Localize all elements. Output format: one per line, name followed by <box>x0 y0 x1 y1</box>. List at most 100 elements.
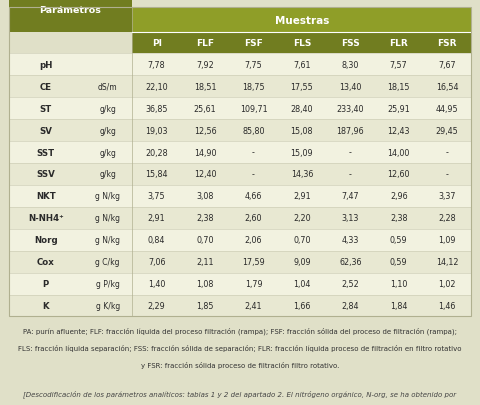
Text: 2,91: 2,91 <box>293 192 311 201</box>
Text: FSS: FSS <box>341 39 360 48</box>
Text: 15,09: 15,09 <box>290 148 313 157</box>
Text: 7,75: 7,75 <box>245 61 263 70</box>
Text: y FSR: fracción sólida proceso de filtración filtro rotativo.: y FSR: fracción sólida proceso de filtra… <box>141 361 339 368</box>
Text: 7,47: 7,47 <box>341 192 359 201</box>
Text: 0,70: 0,70 <box>293 236 311 245</box>
Text: 0,84: 0,84 <box>148 236 165 245</box>
Text: g/kg: g/kg <box>99 148 116 157</box>
Text: 2,91: 2,91 <box>148 214 166 223</box>
Bar <box>9 164 471 185</box>
Text: 2,11: 2,11 <box>196 258 214 266</box>
Bar <box>181 33 229 54</box>
Text: 1,10: 1,10 <box>390 279 408 288</box>
Text: 2,38: 2,38 <box>196 214 214 223</box>
Bar <box>326 33 374 54</box>
Text: 28,40: 28,40 <box>291 104 313 113</box>
Text: 2,06: 2,06 <box>245 236 262 245</box>
Text: 0,70: 0,70 <box>196 236 214 245</box>
Text: K: K <box>42 301 49 310</box>
Text: 36,85: 36,85 <box>145 104 168 113</box>
Text: 14,90: 14,90 <box>194 148 216 157</box>
Bar <box>229 33 278 54</box>
Text: 1,85: 1,85 <box>196 301 214 310</box>
Bar <box>9 207 471 229</box>
Text: -: - <box>252 170 255 179</box>
Bar <box>374 33 423 54</box>
Text: 19,03: 19,03 <box>145 126 168 135</box>
Text: Cox: Cox <box>37 258 55 266</box>
Text: 2,38: 2,38 <box>390 214 408 223</box>
Text: 7,67: 7,67 <box>438 61 456 70</box>
Text: 18,15: 18,15 <box>387 83 410 92</box>
Text: N-NH4⁺: N-NH4⁺ <box>28 214 64 223</box>
Text: 13,40: 13,40 <box>339 83 361 92</box>
Text: pH: pH <box>39 61 52 70</box>
Text: PA: purín afluente; FLF: fracción líquida del proceso filtración (rampa); FSF: f: PA: purín afluente; FLF: fracción líquid… <box>23 327 457 334</box>
Text: 15,08: 15,08 <box>291 126 313 135</box>
Text: 3,75: 3,75 <box>148 192 166 201</box>
Bar <box>132 8 471 33</box>
Text: g P/kg: g P/kg <box>96 279 120 288</box>
Bar <box>9 76 471 98</box>
Text: 18,75: 18,75 <box>242 83 265 92</box>
Text: 44,95: 44,95 <box>436 104 458 113</box>
Text: -: - <box>349 170 352 179</box>
Text: g N/kg: g N/kg <box>95 192 120 201</box>
Text: FSR: FSR <box>437 39 457 48</box>
Bar <box>9 120 471 142</box>
Text: 2,20: 2,20 <box>293 214 311 223</box>
Bar <box>9 295 471 317</box>
Text: 1,79: 1,79 <box>245 279 262 288</box>
Text: g K/kg: g K/kg <box>96 301 120 310</box>
Text: 4,66: 4,66 <box>245 192 262 201</box>
Text: 2,84: 2,84 <box>342 301 359 310</box>
Text: 22,10: 22,10 <box>145 83 168 92</box>
Text: Norg: Norg <box>34 236 58 245</box>
Text: g/kg: g/kg <box>99 104 116 113</box>
Text: 3,37: 3,37 <box>438 192 456 201</box>
Text: 3,13: 3,13 <box>342 214 359 223</box>
Text: SST: SST <box>36 148 55 157</box>
Text: dS/m: dS/m <box>98 83 118 92</box>
Text: 1,09: 1,09 <box>438 236 456 245</box>
Text: 2,96: 2,96 <box>390 192 408 201</box>
Text: 1,40: 1,40 <box>148 279 165 288</box>
Text: SV: SV <box>39 126 52 135</box>
Text: 1,46: 1,46 <box>438 301 456 310</box>
Text: 17,59: 17,59 <box>242 258 265 266</box>
Text: g N/kg: g N/kg <box>95 214 120 223</box>
Bar <box>9 54 471 76</box>
Text: -: - <box>252 148 255 157</box>
Bar <box>9 98 471 120</box>
Text: 16,54: 16,54 <box>436 83 458 92</box>
Bar <box>132 33 181 54</box>
Text: 7,06: 7,06 <box>148 258 166 266</box>
Text: g/kg: g/kg <box>99 170 116 179</box>
Text: 1,84: 1,84 <box>390 301 408 310</box>
Bar <box>9 142 471 164</box>
Text: 1,02: 1,02 <box>438 279 456 288</box>
Text: 0,59: 0,59 <box>390 236 408 245</box>
Text: 12,43: 12,43 <box>387 126 410 135</box>
Bar <box>9 251 471 273</box>
Text: 14,12: 14,12 <box>436 258 458 266</box>
Text: NKT: NKT <box>36 192 56 201</box>
Text: SSV: SSV <box>36 170 55 179</box>
Text: 17,55: 17,55 <box>290 83 313 92</box>
Text: 2,28: 2,28 <box>438 214 456 223</box>
Text: 12,40: 12,40 <box>194 170 216 179</box>
Text: Muestras: Muestras <box>275 16 329 26</box>
Text: g C/kg: g C/kg <box>96 258 120 266</box>
Text: 7,92: 7,92 <box>196 61 214 70</box>
Text: 7,78: 7,78 <box>148 61 166 70</box>
Text: 7,57: 7,57 <box>390 61 408 70</box>
Text: 2,41: 2,41 <box>245 301 262 310</box>
Bar <box>9 273 471 295</box>
Text: 12,60: 12,60 <box>387 170 410 179</box>
Text: -: - <box>446 170 449 179</box>
Text: PI: PI <box>152 39 162 48</box>
Text: 233,40: 233,40 <box>336 104 364 113</box>
Text: P: P <box>43 279 49 288</box>
Text: 15,84: 15,84 <box>145 170 168 179</box>
Text: 2,29: 2,29 <box>148 301 166 310</box>
